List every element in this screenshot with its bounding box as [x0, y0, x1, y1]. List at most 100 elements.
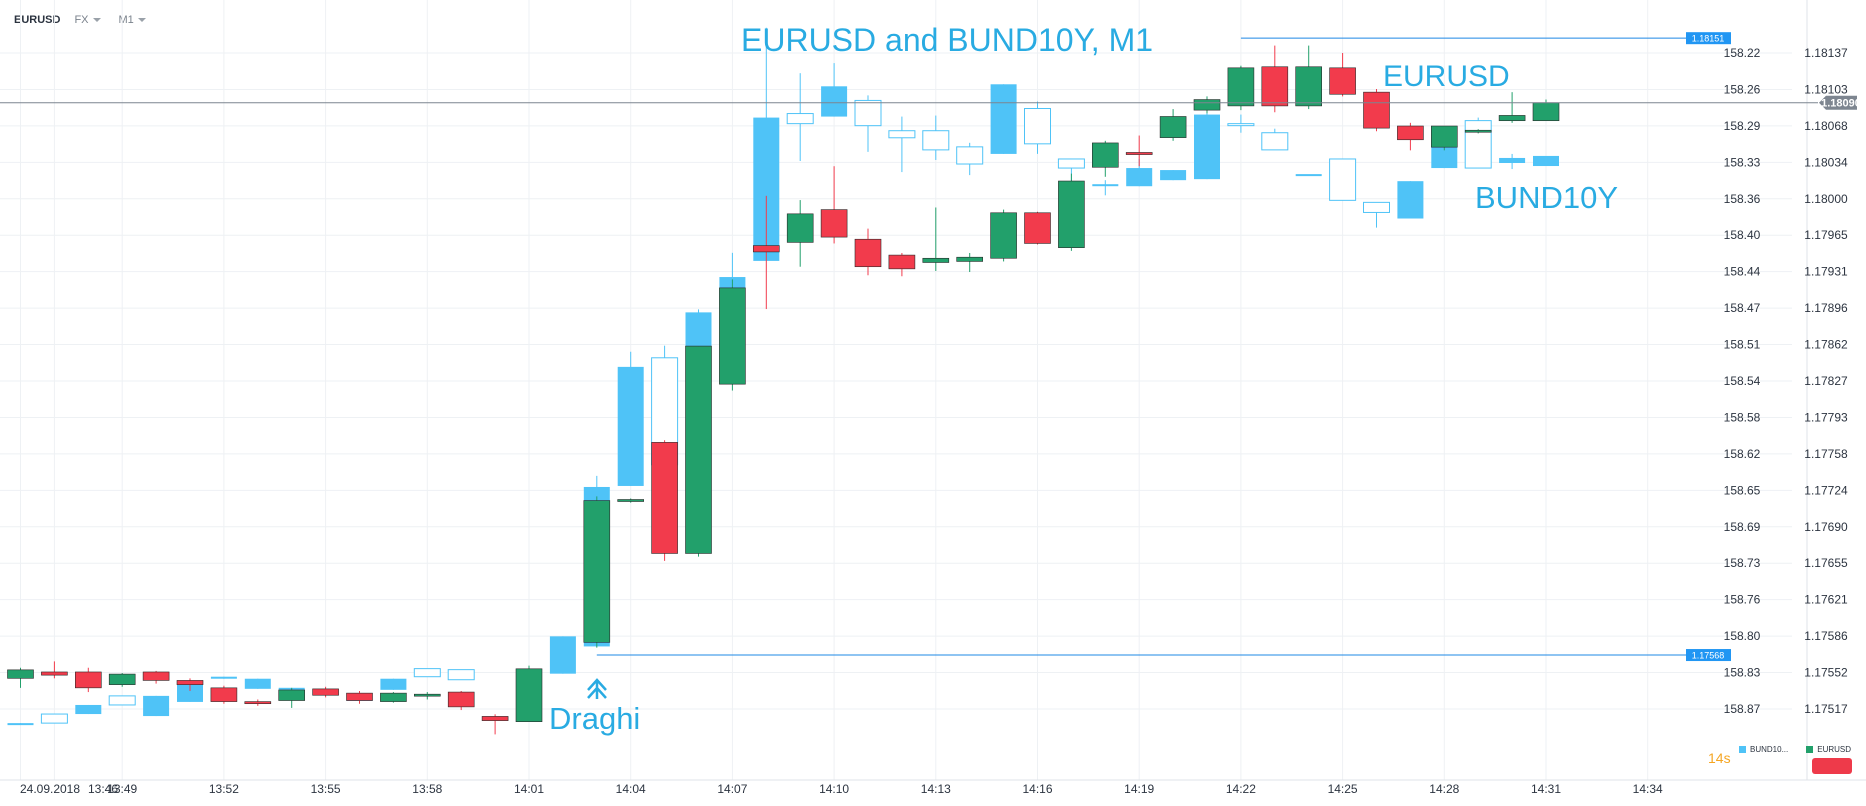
bund-annotation: BUND10Y	[1475, 180, 1618, 215]
eurusd-axis-label: 1.17690	[1804, 520, 1848, 534]
bund-candle	[1160, 170, 1187, 181]
eurusd-candle	[1227, 67, 1255, 107]
level-label: 1.18151	[1692, 34, 1725, 44]
current-price-box	[1819, 95, 1857, 110]
eurusd-candle	[7, 669, 34, 679]
eurusd-candle	[244, 701, 272, 705]
market-select[interactable]: FX	[74, 14, 89, 26]
eurusd-candle	[346, 692, 373, 701]
x-axis-label: 14:04	[616, 782, 646, 796]
bund-axis-label: 158.83	[1724, 666, 1761, 680]
bund-candle	[617, 366, 644, 486]
level-label-box	[1686, 649, 1731, 662]
eurusd-candle	[685, 345, 712, 554]
chevron-down-icon[interactable]	[92, 18, 101, 22]
bund-axis-label: 158.87	[1724, 702, 1761, 716]
bund-candle	[108, 695, 136, 706]
eurusd-axis-label: 1.17724	[1804, 483, 1848, 497]
eurusd-candle	[1498, 115, 1526, 122]
timer-value: 14	[1708, 750, 1724, 766]
eurusd-axis-label: 1.18103	[1804, 82, 1848, 96]
eurusd-candle	[1431, 125, 1458, 148]
bund-axis-label: 158.58	[1724, 410, 1761, 424]
eurusd-candle	[1295, 66, 1322, 107]
bund-axis-label: 158.65	[1724, 483, 1761, 497]
x-axis-label: 13:46	[88, 782, 118, 796]
eurusd-candle	[1058, 180, 1085, 248]
bund-axis-label: 158.54	[1724, 374, 1761, 388]
eurusd-axis-label: 1.17758	[1804, 447, 1848, 461]
eurusd-candle	[1363, 91, 1390, 129]
eurusd-axis-label: 1.18000	[1804, 192, 1848, 206]
legend-toggle-button[interactable]	[1812, 758, 1852, 774]
eurusd-candle	[1397, 125, 1424, 141]
eurusd-axis-label: 1.17552	[1804, 666, 1848, 680]
x-axis-label: 14:22	[1226, 782, 1256, 796]
eurusd-annotation: EURUSD	[1383, 60, 1510, 93]
bund-candle	[1024, 108, 1051, 145]
eurusd-candle	[1329, 67, 1356, 95]
legend-label: BUND10...	[1750, 745, 1789, 754]
chevron-down-icon[interactable]	[137, 18, 146, 22]
eurusd-candle	[41, 671, 68, 676]
x-axis-label: 14:19	[1124, 782, 1154, 796]
x-axis-label: 14:25	[1328, 782, 1358, 796]
chart-title: EURUSD and BUND10Y, M1	[741, 22, 1154, 58]
bund-axis-label: 158.51	[1724, 338, 1761, 352]
eurusd-candle	[854, 238, 882, 268]
eurusd-candle	[1464, 129, 1492, 133]
eurusd-candle	[1125, 152, 1153, 155]
bund-candle	[549, 636, 576, 674]
candle-timer: 14s	[1708, 750, 1731, 766]
bund-axis-label: 158.73	[1724, 556, 1761, 570]
eurusd-candle	[380, 692, 407, 702]
bund-candle	[990, 84, 1017, 154]
bund-candle	[1295, 174, 1322, 177]
bund-candle	[177, 683, 203, 702]
eurusd-candle	[617, 499, 645, 502]
eurusd-candle	[651, 442, 678, 554]
eurusd-axis-label: 1.17827	[1804, 374, 1848, 388]
x-axis-label: 14:01	[514, 782, 544, 796]
eurusd-candle	[312, 688, 339, 696]
timer-unit: s	[1723, 750, 1731, 766]
eurusd-candle	[1024, 212, 1051, 244]
bund-candle	[40, 713, 68, 724]
bund-candle	[854, 99, 882, 127]
legend-swatch	[1806, 746, 1814, 753]
eurusd-axis-label: 1.17931	[1804, 265, 1848, 279]
top-toolbar: EURUSD FX M1	[14, 12, 164, 28]
bund-candle	[413, 668, 441, 678]
eurusd-axis-label: 1.17586	[1804, 629, 1848, 643]
bund-candle	[143, 695, 170, 717]
bund-candle	[888, 130, 916, 139]
bund-candle	[956, 146, 984, 165]
bund-candle	[1464, 120, 1492, 169]
bund-candle	[1261, 132, 1289, 151]
x-axis-label: 14:07	[717, 782, 747, 796]
eurusd-axis-label: 1.18034	[1804, 155, 1848, 169]
bund-axis-label: 158.62	[1724, 447, 1761, 461]
eurusd-candle	[75, 671, 102, 689]
eurusd-candle	[1261, 66, 1289, 107]
bund-candle	[7, 723, 34, 726]
eurusd-axis-label: 1.17793	[1804, 410, 1848, 424]
bund-candle	[922, 130, 950, 151]
bund-candle	[1363, 201, 1390, 213]
legend-item-bund[interactable]: BUND10...	[1739, 745, 1788, 754]
eurusd-candle	[278, 689, 306, 701]
x-axis-label: 13:49	[107, 782, 137, 796]
current-price-label: 1.18090	[1821, 98, 1861, 110]
eurusd-axis-label: 1.17862	[1804, 338, 1848, 352]
legend-label: EURUSD	[1817, 745, 1852, 754]
eurusd-candle	[752, 245, 780, 253]
bund-axis-label: 158.22	[1724, 46, 1761, 60]
legend-item-eurusd[interactable]: EURUSD	[1806, 745, 1851, 754]
bund-candle	[1057, 158, 1085, 169]
eurusd-axis-label: 1.18137	[1804, 46, 1848, 60]
eurusd-axis-label: 1.17655	[1804, 556, 1848, 570]
eurusd-candle	[142, 671, 170, 681]
symbol-label[interactable]: EURUSD	[14, 14, 61, 26]
bund-axis-label: 158.33	[1724, 155, 1761, 169]
